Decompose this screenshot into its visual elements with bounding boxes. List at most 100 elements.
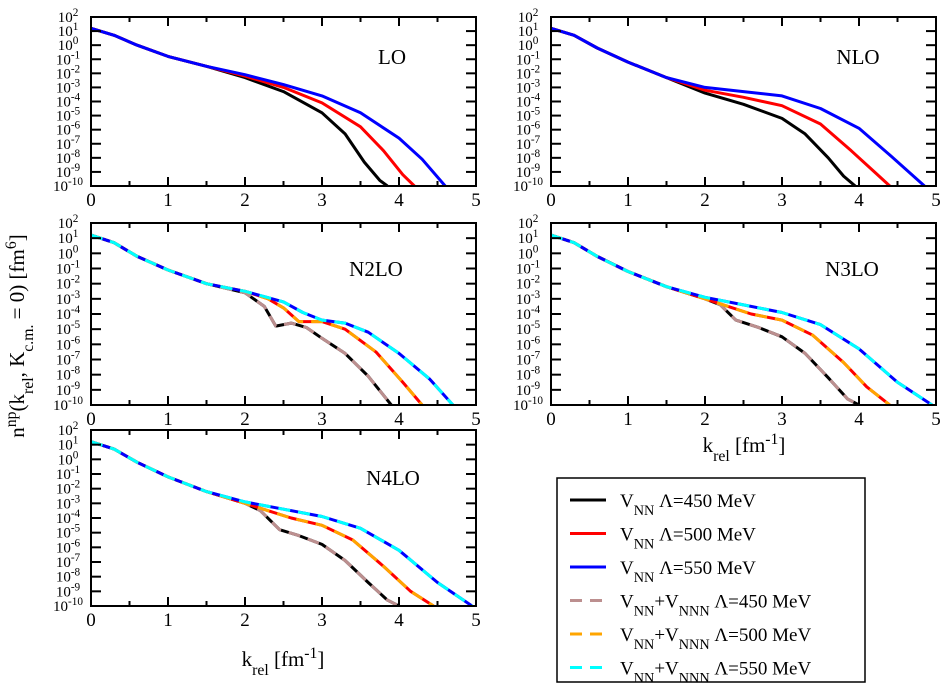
y-tick-label: 10-1	[516, 259, 540, 278]
x-tick-label: 2	[240, 190, 250, 211]
x-tick-label: 5	[471, 409, 481, 430]
y-tick-label: 10-10	[513, 395, 543, 414]
y-tick-label: 10-7	[56, 350, 81, 369]
series-line-1	[91, 233, 393, 405]
plot-frame	[550, 16, 937, 187]
y-tick-label: 10-5	[56, 319, 81, 338]
y-tick-label: 100	[58, 35, 79, 54]
y-tick-label: 10-5	[516, 106, 541, 125]
y-tick-label: 10-6	[56, 537, 81, 556]
y-tick-label: 101	[518, 228, 539, 247]
series-line-3	[91, 26, 447, 186]
y-tick-label: 10-1	[516, 49, 540, 68]
y-axis-label: nnp(krel, Kc.m. = 0) [fm6]	[3, 234, 37, 437]
plot-frame	[90, 222, 477, 406]
x-tick-label: 1	[623, 190, 633, 211]
y-tick-label: 10-10	[53, 395, 83, 414]
y-tick-label: 10-6	[56, 334, 81, 353]
plot-frame	[90, 429, 477, 607]
x-tick-label: 2	[700, 190, 710, 211]
legend-label-1: VNN Λ=450 MeV	[620, 491, 756, 519]
y-tick-label: 10-1	[56, 259, 80, 278]
y-tick-label: 10-3	[516, 289, 541, 308]
y-tick-label: 100	[518, 243, 539, 262]
y-tick-label: 10-8	[516, 148, 541, 167]
panel-nlo: 0 1 2 3 4 510210110010-110-210-310-410-510-61…	[513, 7, 941, 211]
series-line-1	[551, 26, 857, 186]
x-axis-label-bottom: krel [fm-1]	[242, 645, 325, 679]
x-tick-label: 3	[317, 190, 327, 211]
y-tick-label: 100	[58, 449, 79, 468]
y-tick-label: 10-9	[56, 581, 81, 600]
panel-title: NLO	[836, 45, 879, 69]
x-tick-label: 4	[394, 409, 404, 430]
series-line-1	[91, 440, 400, 606]
y-tick-label: 10-9	[56, 380, 81, 399]
legend: VNN Λ=450 MeV VNN Λ=500 MeV VNN Λ=550 MeV V…	[556, 477, 866, 687]
y-tick-label: 10-3	[56, 77, 81, 96]
y-tick-label: 10-10	[513, 176, 543, 195]
y-tick-label: 10-8	[56, 567, 81, 586]
panel-lo: 0 1 2 3 4 510210110010-110-210-310-410-510-61…	[53, 7, 481, 211]
series-line-1	[91, 26, 389, 186]
y-tick-label: 10-8	[56, 365, 81, 384]
y-tick-label: 10-4	[56, 304, 81, 323]
y-tick-label: 10-2	[56, 479, 80, 498]
panel-title: N4LO	[366, 466, 420, 490]
y-tick-label: 102	[518, 213, 539, 232]
y-tick-label: 10-7	[56, 552, 81, 571]
x-tick-label: 3	[317, 610, 327, 631]
y-tick-label: 101	[58, 21, 79, 40]
y-tick-label: 101	[58, 435, 79, 454]
panel-n4lo: 0 1 2 3 4 510210110010-110-210-310-410-510-61…	[53, 420, 481, 631]
y-tick-label: 10-10	[53, 176, 83, 195]
plot-frame	[550, 222, 937, 406]
x-tick-label: 1	[163, 190, 173, 211]
y-tick-label: 10-6	[516, 334, 541, 353]
x-tick-label: 0	[86, 190, 96, 211]
x-tick-label: 0	[86, 610, 96, 631]
y-tick-label: 102	[58, 7, 79, 26]
x-tick-label: 2	[240, 610, 250, 631]
panel-title: N3LO	[825, 257, 879, 281]
x-tick-label: 3	[777, 190, 787, 211]
series-line-3	[551, 26, 926, 186]
y-tick-label: 102	[58, 420, 79, 439]
series-line-6	[91, 233, 455, 405]
y-tick-label: 10-2	[56, 274, 80, 293]
x-tick-label: 5	[471, 190, 481, 211]
x-tick-label: 3	[777, 409, 787, 430]
x-tick-label: 5	[931, 409, 941, 430]
y-tick-label: 100	[58, 243, 79, 262]
y-tick-label: 10-4	[56, 508, 81, 527]
legend-box	[556, 477, 866, 683]
panel-n3lo: 0 1 2 3 4 510210110010-110-210-310-410-510-61…	[513, 213, 941, 430]
y-tick-label: 10-6	[516, 120, 541, 139]
y-tick-label: 10-2	[516, 274, 540, 293]
legend-label-3: VNN Λ=550 MeV	[620, 558, 756, 586]
x-tick-label: 3	[317, 409, 327, 430]
y-tick-label: 10-9	[516, 162, 541, 181]
x-axis-label-right: krel [fm-1]	[703, 431, 786, 465]
x-tick-label: 4	[854, 190, 864, 211]
series-line-6	[551, 233, 933, 405]
y-tick-label: 10-3	[56, 493, 81, 512]
y-tick-label: 10-5	[56, 106, 81, 125]
x-tick-label: 0	[546, 190, 556, 211]
y-tick-label: 10-7	[516, 350, 541, 369]
x-tick-label: 1	[623, 409, 633, 430]
y-tick-label: 101	[518, 21, 539, 40]
x-tick-label: 2	[240, 409, 250, 430]
y-tick-label: 10-3	[56, 289, 81, 308]
x-tick-label: 1	[163, 610, 173, 631]
y-tick-label: 10-1	[56, 464, 80, 483]
legend-label-2: VNN Λ=500 MeV	[620, 525, 756, 553]
panel-title: N2LO	[349, 257, 403, 281]
x-tick-label: 1	[163, 409, 173, 430]
x-tick-label: 0	[86, 409, 96, 430]
y-tick-label: 10-6	[56, 120, 81, 139]
x-tick-label: 0	[546, 409, 556, 430]
x-tick-label: 4	[854, 409, 864, 430]
panel-title: LO	[378, 45, 406, 69]
plot-frame	[90, 16, 477, 187]
